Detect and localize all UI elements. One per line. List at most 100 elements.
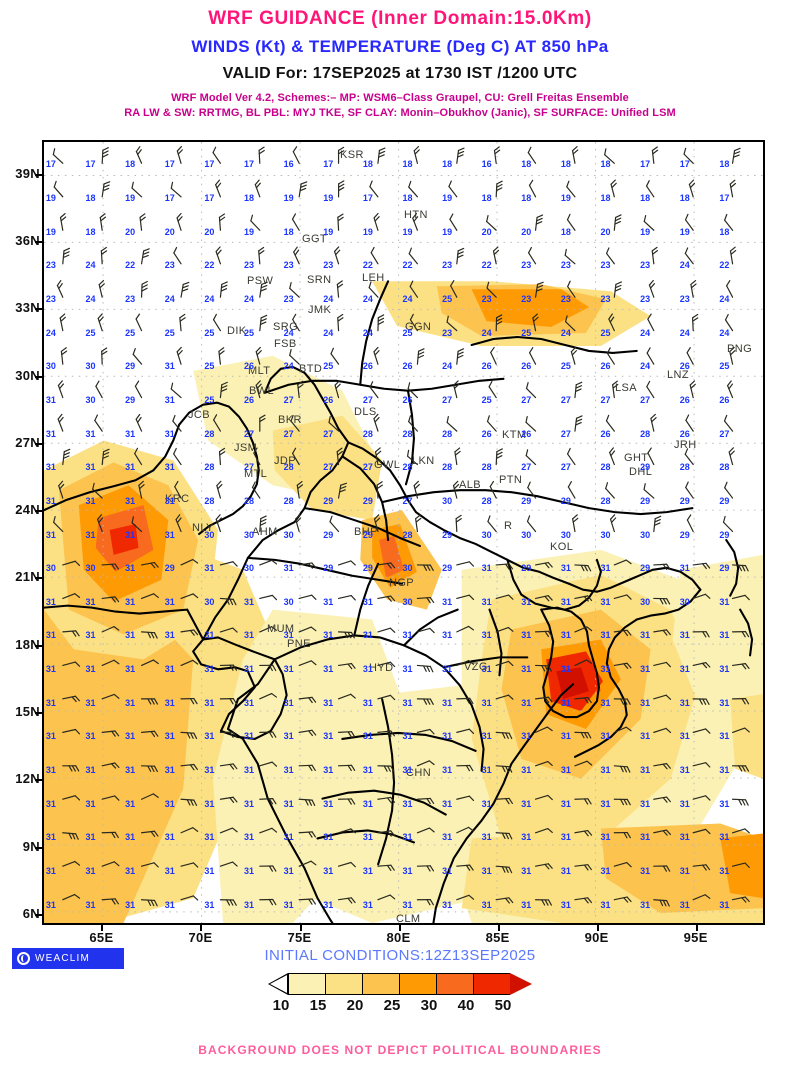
temperature-value: 31 (45, 865, 56, 876)
temperature-value: 31 (45, 596, 56, 607)
weaclim-logo[interactable]: WEACLIM (12, 948, 124, 969)
temperature-value: 31 (164, 765, 175, 775)
city-label-ksr: KSR (340, 149, 364, 161)
city-label-lsa: LSA (615, 382, 637, 394)
temperature-value: 31 (85, 731, 96, 742)
temperature-value: 31 (204, 899, 215, 910)
temperature-value: 31 (600, 731, 611, 742)
temperature-value: 31 (323, 596, 334, 607)
temperature-value: 31 (164, 630, 175, 641)
disclaimer-note: BACKGROUND DOES NOT DEPICT POLITICAL BOU… (198, 1043, 602, 1057)
city-label-ngp: NGP (389, 577, 415, 589)
temperature-value: 26 (243, 394, 254, 405)
temperature-value: 28 (362, 428, 373, 439)
temperature-value: 18 (243, 193, 254, 204)
temperature-value: 31 (402, 832, 413, 843)
temperature-value: 30 (204, 596, 215, 607)
lon-tickmark (101, 925, 104, 931)
lat-tickmark (35, 173, 42, 176)
lat-tick-21N: 21N (15, 569, 40, 585)
temperature-value: 31 (164, 428, 175, 439)
temperature-value: 22 (362, 260, 373, 271)
temperature-value: 26 (679, 394, 690, 405)
temperature-value: 27 (283, 428, 294, 439)
lat-tick-6N: 6N (22, 905, 40, 921)
colorbar-ticks: 10 15 20 25 30 40 50 (0, 997, 800, 1014)
city-label-jcb: JCB (188, 409, 210, 421)
temperature-value: 29 (125, 361, 136, 372)
city-label-hyd: HYD (369, 662, 394, 674)
lat-tickmark (35, 644, 42, 647)
temperature-value: 31 (679, 832, 690, 843)
lat-tick-18N: 18N (15, 636, 40, 652)
temperature-value: 29 (719, 563, 730, 574)
temperature-value: 18 (481, 193, 492, 204)
temperature-value: 24 (560, 327, 571, 338)
temperature-value: 28 (204, 428, 215, 439)
temperature-value: 29 (640, 495, 651, 506)
temperature-value: 24 (362, 327, 373, 338)
temperature-value: 25 (560, 361, 571, 372)
lat-tick-9N: 9N (22, 838, 40, 854)
temperature-value: 27 (362, 394, 373, 405)
temperature-value: 23 (45, 260, 56, 271)
lon-tickmark (695, 925, 698, 931)
temperature-value: 30 (85, 394, 96, 405)
temperature-value: 31 (85, 697, 96, 708)
temperature-value: 31 (125, 664, 136, 675)
city-label-lkn: LKN (412, 455, 435, 467)
colorbar-cell-15 (325, 973, 362, 995)
lat-tickmark (35, 308, 42, 311)
temperature-value: 31 (442, 596, 453, 607)
temperature-value: 26 (679, 361, 690, 372)
temperature-value: 31 (125, 832, 136, 843)
colorbar[interactable] (268, 973, 532, 995)
temperature-value: 29 (521, 495, 532, 506)
weather-map-plot[interactable]: KSR HTN GGT SRN LEH GGN PSW JMK SRG DIK FSB MLT BTD B… (42, 140, 765, 925)
city-label-kol: KOL (550, 541, 574, 553)
city-label-srg: SRG (273, 321, 299, 333)
temperature-value: 31 (283, 899, 294, 910)
temperature-value: 27 (442, 394, 453, 405)
temperature-value: 31 (283, 865, 294, 876)
temperature-value: 31 (560, 765, 571, 775)
temperature-value: 31 (560, 630, 571, 641)
temperature-value: 23 (679, 294, 690, 304)
temperature-value: 19 (243, 226, 254, 237)
temperature-value: 28 (243, 495, 254, 506)
temperature-value: 24 (85, 294, 96, 304)
temperature-value: 30 (481, 529, 492, 540)
temperature-value: 31 (640, 865, 651, 876)
temperature-value: 31 (125, 563, 136, 574)
lat-tickmark (35, 375, 42, 378)
temperature-value: 31 (481, 765, 492, 775)
temperature-value: 31 (521, 798, 532, 809)
temperature-value: 23 (600, 260, 611, 271)
colorbar-cell-25 (399, 973, 436, 995)
temperature-value: 31 (402, 731, 413, 742)
colorbar-cell-20 (362, 973, 399, 995)
temperature-value: 31 (679, 664, 690, 675)
temperature-value: 31 (243, 630, 254, 641)
temperature-value: 31 (45, 832, 56, 843)
temperature-value: 25 (243, 327, 254, 338)
temperature-value: 19 (283, 193, 294, 204)
city-label-dhl: DHL (629, 466, 653, 478)
temperature-value: 28 (481, 462, 492, 473)
city-label-jrh: JRH (674, 439, 697, 451)
temperature-value: 19 (45, 226, 56, 237)
temperature-value: 25 (402, 327, 413, 338)
temperature-value: 19 (442, 193, 453, 204)
temperature-value: 24 (402, 294, 413, 304)
temperature-value: 31 (640, 832, 651, 843)
temperature-value: 30 (600, 529, 611, 540)
lat-tickmark (35, 442, 42, 445)
temperature-value: 31 (402, 697, 413, 708)
temperature-value: 19 (125, 193, 136, 204)
temperature-value: 31 (481, 731, 492, 742)
temperature-value: 28 (600, 495, 611, 506)
temperature-value: 17 (164, 159, 175, 170)
temperature-value: 22 (719, 260, 730, 271)
city-label-htn: HTN (404, 209, 428, 221)
temperature-value: 31 (600, 596, 611, 607)
